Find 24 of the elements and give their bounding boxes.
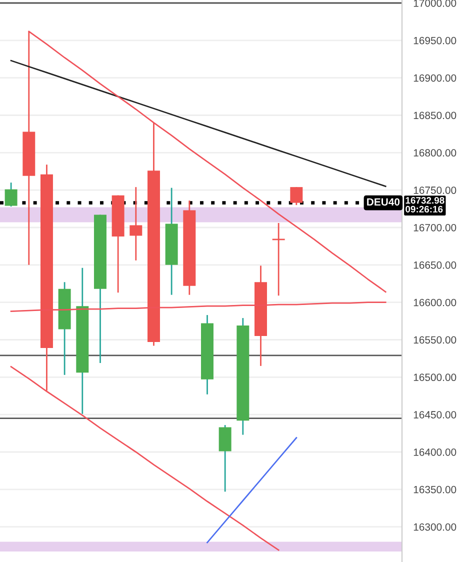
y-tick-label: 16450.00 — [414, 411, 456, 418]
y-tick-label: 16700.00 — [414, 224, 456, 232]
line-series — [10, 60, 386, 188]
text: 09:26:16 — [406, 206, 443, 213]
y-tick-label: 16500.00 — [414, 374, 456, 382]
ref-line-label: DEU40 — [367, 198, 400, 206]
candlestick — [130, 186, 142, 262]
candlestick — [272, 222, 286, 296]
y-tick-label: 16650.00 — [414, 261, 456, 269]
y-tick-label: 16350.00 — [414, 486, 456, 494]
y-tick-label: 16550.00 — [414, 336, 456, 344]
y-tick-label: 16400.00 — [414, 448, 456, 456]
text: 16732.98 — [406, 197, 444, 204]
y-tick-label: 16800.00 — [414, 149, 456, 157]
line-series — [206, 437, 298, 544]
y-tick-label: 16850.00 — [414, 112, 456, 120]
candlestick — [218, 424, 232, 492]
y-tick-label: 16600.00 — [414, 298, 456, 306]
candlestick — [4, 182, 18, 208]
y-tick-label: 16300.00 — [414, 523, 456, 531]
y-tick-label: 16900.00 — [414, 74, 456, 82]
y-tick-label: 16750.00 — [414, 186, 456, 194]
candlestick — [290, 186, 303, 206]
y-tick-label: 16950.00 — [414, 36, 456, 44]
